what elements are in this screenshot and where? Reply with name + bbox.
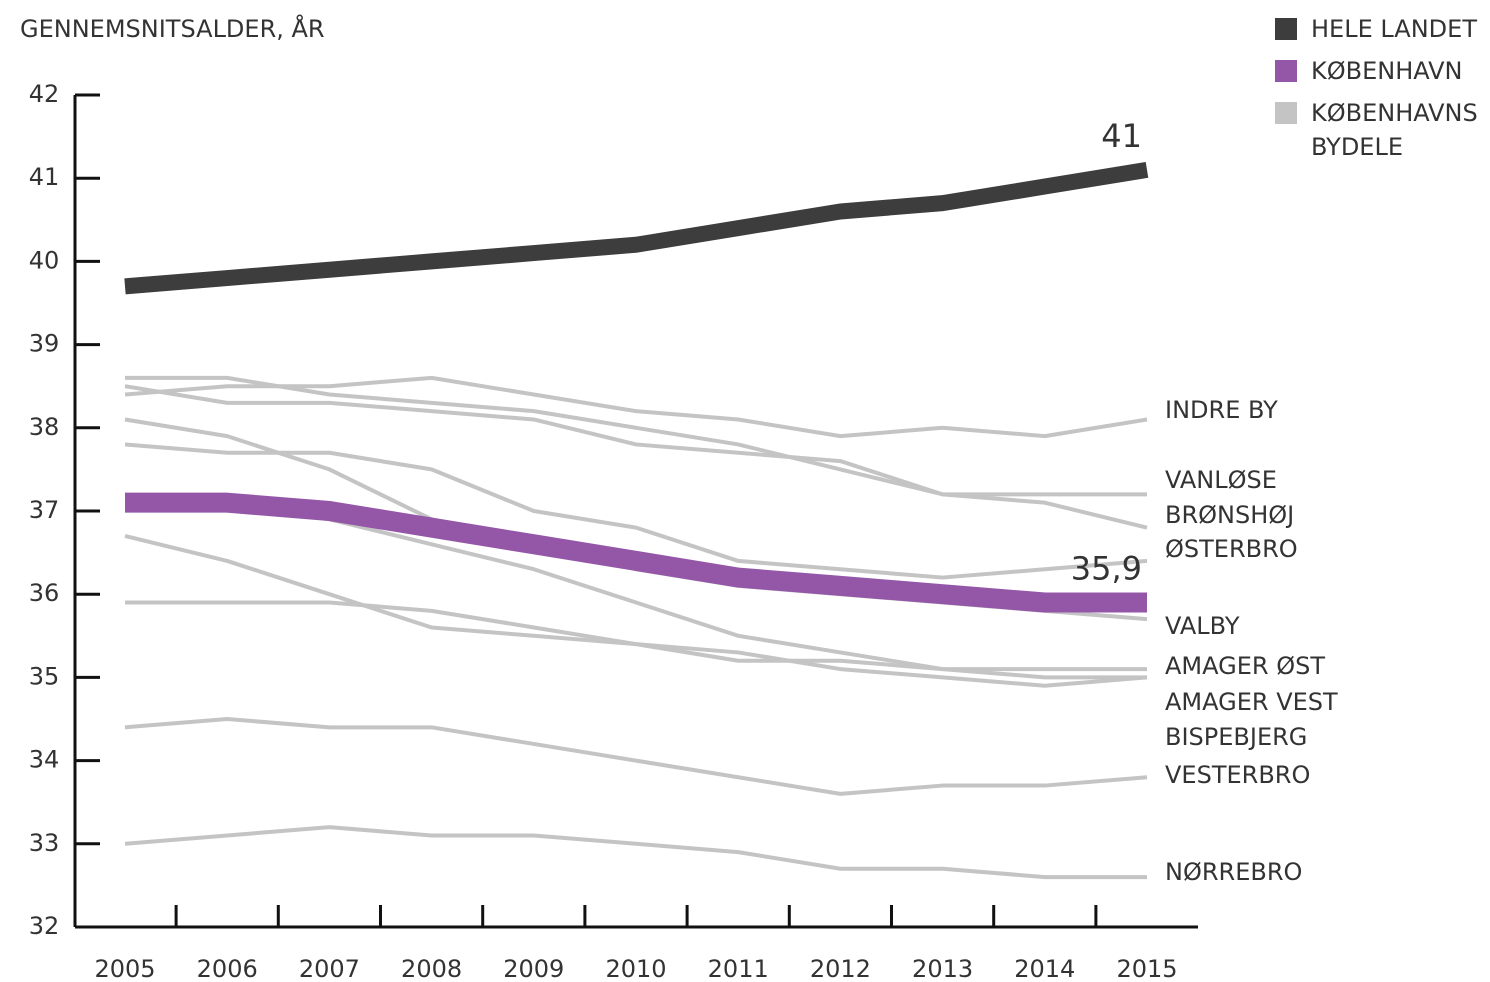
legend-swatch bbox=[1275, 102, 1297, 124]
series-line bbox=[124, 442, 1148, 580]
y-tick-label: 39 bbox=[29, 330, 60, 358]
series-line bbox=[124, 375, 1148, 439]
x-tick-label: 2009 bbox=[503, 955, 564, 982]
series-line bbox=[124, 534, 1148, 688]
series-label: AMAGER ØST bbox=[1165, 652, 1325, 680]
x-tick-label: 2008 bbox=[401, 955, 462, 982]
series-label: VESTERBRO bbox=[1165, 761, 1310, 789]
x-tick-label: 2007 bbox=[299, 955, 360, 982]
value-label: 35,9 bbox=[1071, 550, 1142, 588]
value-label: 41 bbox=[1101, 117, 1142, 155]
legend-entry: HELE LANDET bbox=[1275, 12, 1490, 46]
x-tick-label: 2011 bbox=[708, 955, 769, 982]
y-tick-label: 40 bbox=[29, 246, 60, 274]
legend-label: KØBENHAVN bbox=[1311, 57, 1463, 85]
legend-label: KØBENHAVNS BYDELE bbox=[1311, 99, 1478, 161]
x-tick-label: 2013 bbox=[912, 955, 973, 982]
y-tick-label: 42 bbox=[29, 80, 60, 108]
series-label: INDRE BY bbox=[1165, 396, 1278, 424]
series-label: ØSTERBRO bbox=[1165, 535, 1298, 563]
legend-entry: KØBENHAVN bbox=[1275, 54, 1490, 88]
legend-swatch bbox=[1275, 18, 1297, 40]
series-label: NØRREBRO bbox=[1165, 858, 1302, 886]
legend: HELE LANDET KØBENHAVN KØBENHAVNS BYDELE bbox=[1275, 12, 1490, 172]
series-line bbox=[125, 600, 1147, 672]
x-tick-label: 2010 bbox=[605, 955, 666, 982]
x-tick-label: 2005 bbox=[94, 955, 155, 982]
series-label: BISPEBJERG bbox=[1165, 723, 1307, 751]
series-label: VALBY bbox=[1165, 612, 1240, 640]
y-tick-label: 36 bbox=[29, 579, 60, 607]
x-tick-label: 2015 bbox=[1116, 955, 1177, 982]
y-tick-label: 38 bbox=[29, 413, 60, 441]
y-tick-label: 33 bbox=[29, 829, 60, 857]
series-label: VANLØSE bbox=[1165, 466, 1277, 494]
series-line bbox=[125, 492, 1147, 613]
series-line bbox=[124, 161, 1149, 295]
y-tick-label: 41 bbox=[29, 163, 60, 191]
series-label: AMAGER VEST bbox=[1165, 688, 1338, 716]
series-line bbox=[125, 375, 1148, 530]
axis-title: GENNEMSNITSALDER, ÅR bbox=[20, 14, 325, 43]
x-tick-label: 2012 bbox=[810, 955, 871, 982]
x-tick-label: 2006 bbox=[197, 955, 258, 982]
y-tick-label: 32 bbox=[29, 912, 60, 940]
y-tick-label: 37 bbox=[29, 496, 60, 524]
x-tick-label: 2014 bbox=[1014, 955, 1075, 982]
series-line bbox=[124, 717, 1148, 796]
y-tick-label: 35 bbox=[29, 662, 60, 690]
series-line bbox=[124, 384, 1147, 497]
y-tick-label: 34 bbox=[29, 746, 60, 774]
series-label: BRØNSHØJ bbox=[1165, 501, 1294, 529]
series-line bbox=[124, 825, 1147, 880]
legend-swatch bbox=[1275, 60, 1297, 82]
legend-entry: KØBENHAVNS BYDELE bbox=[1275, 96, 1490, 164]
legend-label: HELE LANDET bbox=[1311, 15, 1477, 43]
